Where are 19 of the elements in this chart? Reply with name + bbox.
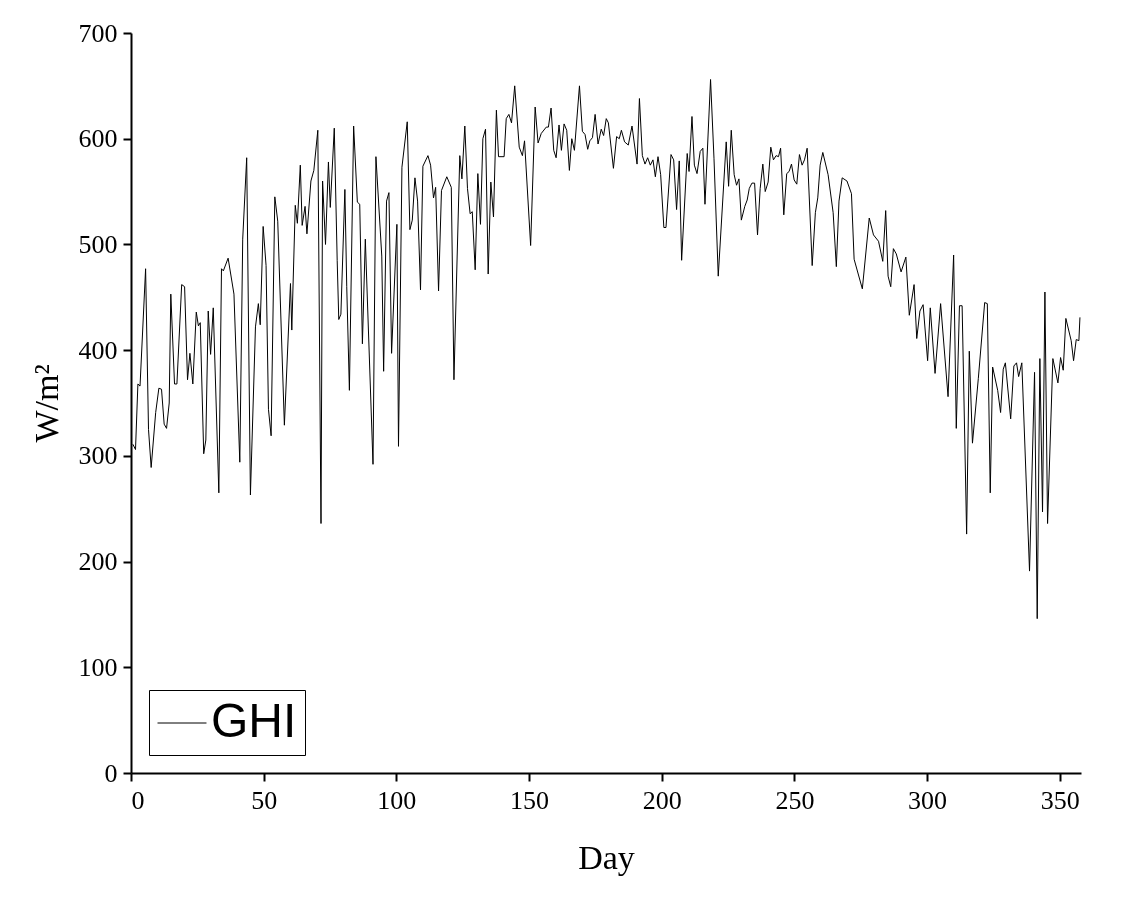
x-tick-label: 50: [251, 785, 278, 815]
y-tick-label: 400: [78, 335, 118, 365]
x-tick-label: 250: [775, 785, 815, 815]
x-axis-title: Day: [578, 838, 635, 876]
x-tick-label: 0: [131, 785, 145, 815]
y-tick-label: 0: [104, 758, 118, 788]
y-tick-label: 700: [78, 18, 118, 48]
y-tick-label: 500: [78, 229, 118, 259]
x-tick-label: 200: [642, 785, 682, 815]
legend-label: GHI: [211, 694, 297, 747]
y-tick-label: 600: [78, 124, 118, 154]
x-tick-label: 300: [908, 785, 948, 815]
y-axis-title: W/m²: [27, 364, 65, 443]
y-tick-label: 100: [78, 652, 118, 682]
x-tick-label: 150: [510, 785, 550, 815]
y-tick-label: 300: [78, 441, 118, 471]
x-tick-label: 100: [377, 785, 417, 815]
y-tick-label: 200: [78, 547, 118, 577]
x-tick-label: 350: [1040, 785, 1080, 815]
